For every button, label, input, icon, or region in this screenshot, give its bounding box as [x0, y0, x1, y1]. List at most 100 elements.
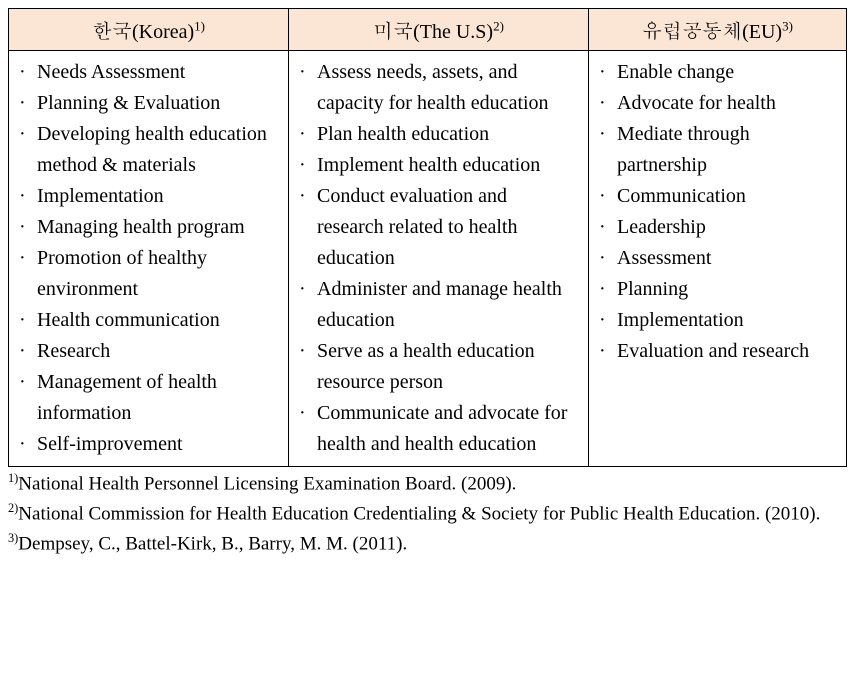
list-item: · Serve as a health education resource p… — [299, 336, 578, 398]
table-header-eu: 유럽공동체(EU)3) — [589, 9, 847, 51]
bullet-icon: · — [19, 57, 37, 88]
list-item-text: Implementation — [617, 309, 744, 331]
list-item-text: Self-improvement — [37, 433, 183, 455]
bullet-icon: · — [299, 119, 317, 150]
header-sup: 2) — [493, 18, 504, 33]
table-header-row: 한국(Korea)1) 미국(The U.S)2) 유럽공동체(EU)3) — [9, 9, 847, 51]
bullet-icon: · — [19, 305, 37, 336]
bullet-icon: · — [19, 212, 37, 243]
list-item: · Evaluation and research — [599, 336, 836, 367]
cell-korea: · Needs Assessment· Planning & Evaluatio… — [9, 51, 289, 467]
cell-eu: · Enable change· Advocate for health· Me… — [589, 51, 847, 467]
header-sup: 1) — [194, 18, 205, 33]
list-item: · Conduct evaluation and research relate… — [299, 181, 578, 274]
footnote-text: Dempsey, C., Battel-Kirk, B., Barry, M. … — [18, 533, 407, 554]
list-item-text: Implement health education — [317, 154, 540, 176]
bullet-icon: · — [299, 57, 317, 88]
bullet-icon: · — [599, 336, 617, 367]
table-body-row: · Needs Assessment· Planning & Evaluatio… — [9, 51, 847, 467]
header-sup: 3) — [782, 18, 793, 33]
list-item-text: Developing health education method & mat… — [37, 123, 267, 176]
list-item-text: Planning — [617, 278, 688, 300]
list-item-text: Enable change — [617, 61, 734, 83]
header-label: 미국(The U.S) — [373, 21, 493, 43]
footnote: 3)Dempsey, C., Battel-Kirk, B., Barry, M… — [8, 529, 846, 559]
bullet-icon: · — [299, 150, 317, 181]
list-item: · Mediate through partnership — [599, 119, 836, 181]
list-item: · Implementation — [19, 181, 278, 212]
list-item: · Enable change — [599, 57, 836, 88]
list-item: · Leadership — [599, 212, 836, 243]
list-item-text: Administer and manage health education — [317, 278, 562, 331]
list-item: · Assess needs, assets, and capacity for… — [299, 57, 578, 119]
list-item-text: Management of health information — [37, 371, 217, 424]
bullet-icon: · — [19, 243, 37, 274]
footnote-text: National Health Personnel Licensing Exam… — [18, 473, 516, 494]
list-item: · Administer and manage health education — [299, 274, 578, 336]
table-header-us: 미국(The U.S)2) — [289, 9, 589, 51]
list-item-text: Plan health education — [317, 123, 489, 145]
list-item: · Communication — [599, 181, 836, 212]
bullet-icon: · — [599, 305, 617, 336]
footnote-text: National Commission for Health Education… — [18, 503, 820, 524]
footnote-sup: 1) — [8, 471, 18, 485]
list-item-text: Implementation — [37, 185, 164, 207]
list-item: · Implement health education — [299, 150, 578, 181]
table-header-korea: 한국(Korea)1) — [9, 9, 289, 51]
bullet-icon: · — [599, 243, 617, 274]
comparison-table: 한국(Korea)1) 미국(The U.S)2) 유럽공동체(EU)3) · … — [8, 8, 847, 467]
list-item: · Communicate and advocate for health an… — [299, 398, 578, 460]
list-item: · Needs Assessment — [19, 57, 278, 88]
list-item-text: Serve as a health education resource per… — [317, 340, 535, 393]
footnote-sup: 2) — [8, 501, 18, 515]
bullet-icon: · — [299, 336, 317, 367]
bullet-icon: · — [599, 181, 617, 212]
list-item-text: Needs Assessment — [37, 61, 185, 83]
bullet-icon: · — [19, 336, 37, 367]
footnote-sup: 3) — [8, 531, 18, 545]
list-item: · Promotion of healthy environment — [19, 243, 278, 305]
bullet-icon: · — [299, 181, 317, 212]
list-item: · Management of health information — [19, 367, 278, 429]
cell-us: · Assess needs, assets, and capacity for… — [289, 51, 589, 467]
list-item: · Advocate for health — [599, 88, 836, 119]
list-item-text: Managing health program — [37, 216, 245, 238]
list-item-text: Evaluation and research — [617, 340, 809, 362]
list-item-text: Advocate for health — [617, 92, 776, 114]
footnote: 2)National Commission for Health Educati… — [8, 499, 846, 529]
list-item-text: Planning & Evaluation — [37, 92, 220, 114]
list-item: · Self-improvement — [19, 429, 278, 460]
footnotes: 1)National Health Personnel Licensing Ex… — [8, 467, 846, 558]
bullet-icon: · — [599, 274, 617, 305]
list-item-text: Conduct evaluation and research related … — [317, 185, 517, 269]
list-item: · Implementation — [599, 305, 836, 336]
list-item-text: Promotion of healthy environment — [37, 247, 207, 300]
footnote: 1)National Health Personnel Licensing Ex… — [8, 469, 846, 499]
list-item-text: Assess needs, assets, and capacity for h… — [317, 61, 549, 114]
list-item-text: Assessment — [617, 247, 711, 269]
list-item: · Developing health education method & m… — [19, 119, 278, 181]
bullet-icon: · — [599, 212, 617, 243]
bullet-icon: · — [599, 88, 617, 119]
bullet-icon: · — [599, 119, 617, 150]
list-item: · Planning & Evaluation — [19, 88, 278, 119]
bullet-icon: · — [19, 429, 37, 460]
bullet-icon: · — [19, 119, 37, 150]
bullet-icon: · — [19, 88, 37, 119]
bullet-icon: · — [299, 398, 317, 429]
list-item-text: Communicate and advocate for health and … — [317, 402, 567, 455]
bullet-icon: · — [599, 57, 617, 88]
bullet-icon: · — [19, 367, 37, 398]
list-item: · Managing health program — [19, 212, 278, 243]
bullet-icon: · — [19, 181, 37, 212]
list-item: · Assessment — [599, 243, 836, 274]
list-item: · Planning — [599, 274, 836, 305]
list-item-text: Communication — [617, 185, 746, 207]
list-item: · Research — [19, 336, 278, 367]
list-item: · Plan health education — [299, 119, 578, 150]
list-item-text: Research — [37, 340, 110, 362]
header-label: 한국(Korea) — [92, 21, 194, 43]
list-item-text: Health communication — [37, 309, 220, 331]
list-item: · Health communication — [19, 305, 278, 336]
list-item-text: Mediate through partnership — [617, 123, 750, 176]
